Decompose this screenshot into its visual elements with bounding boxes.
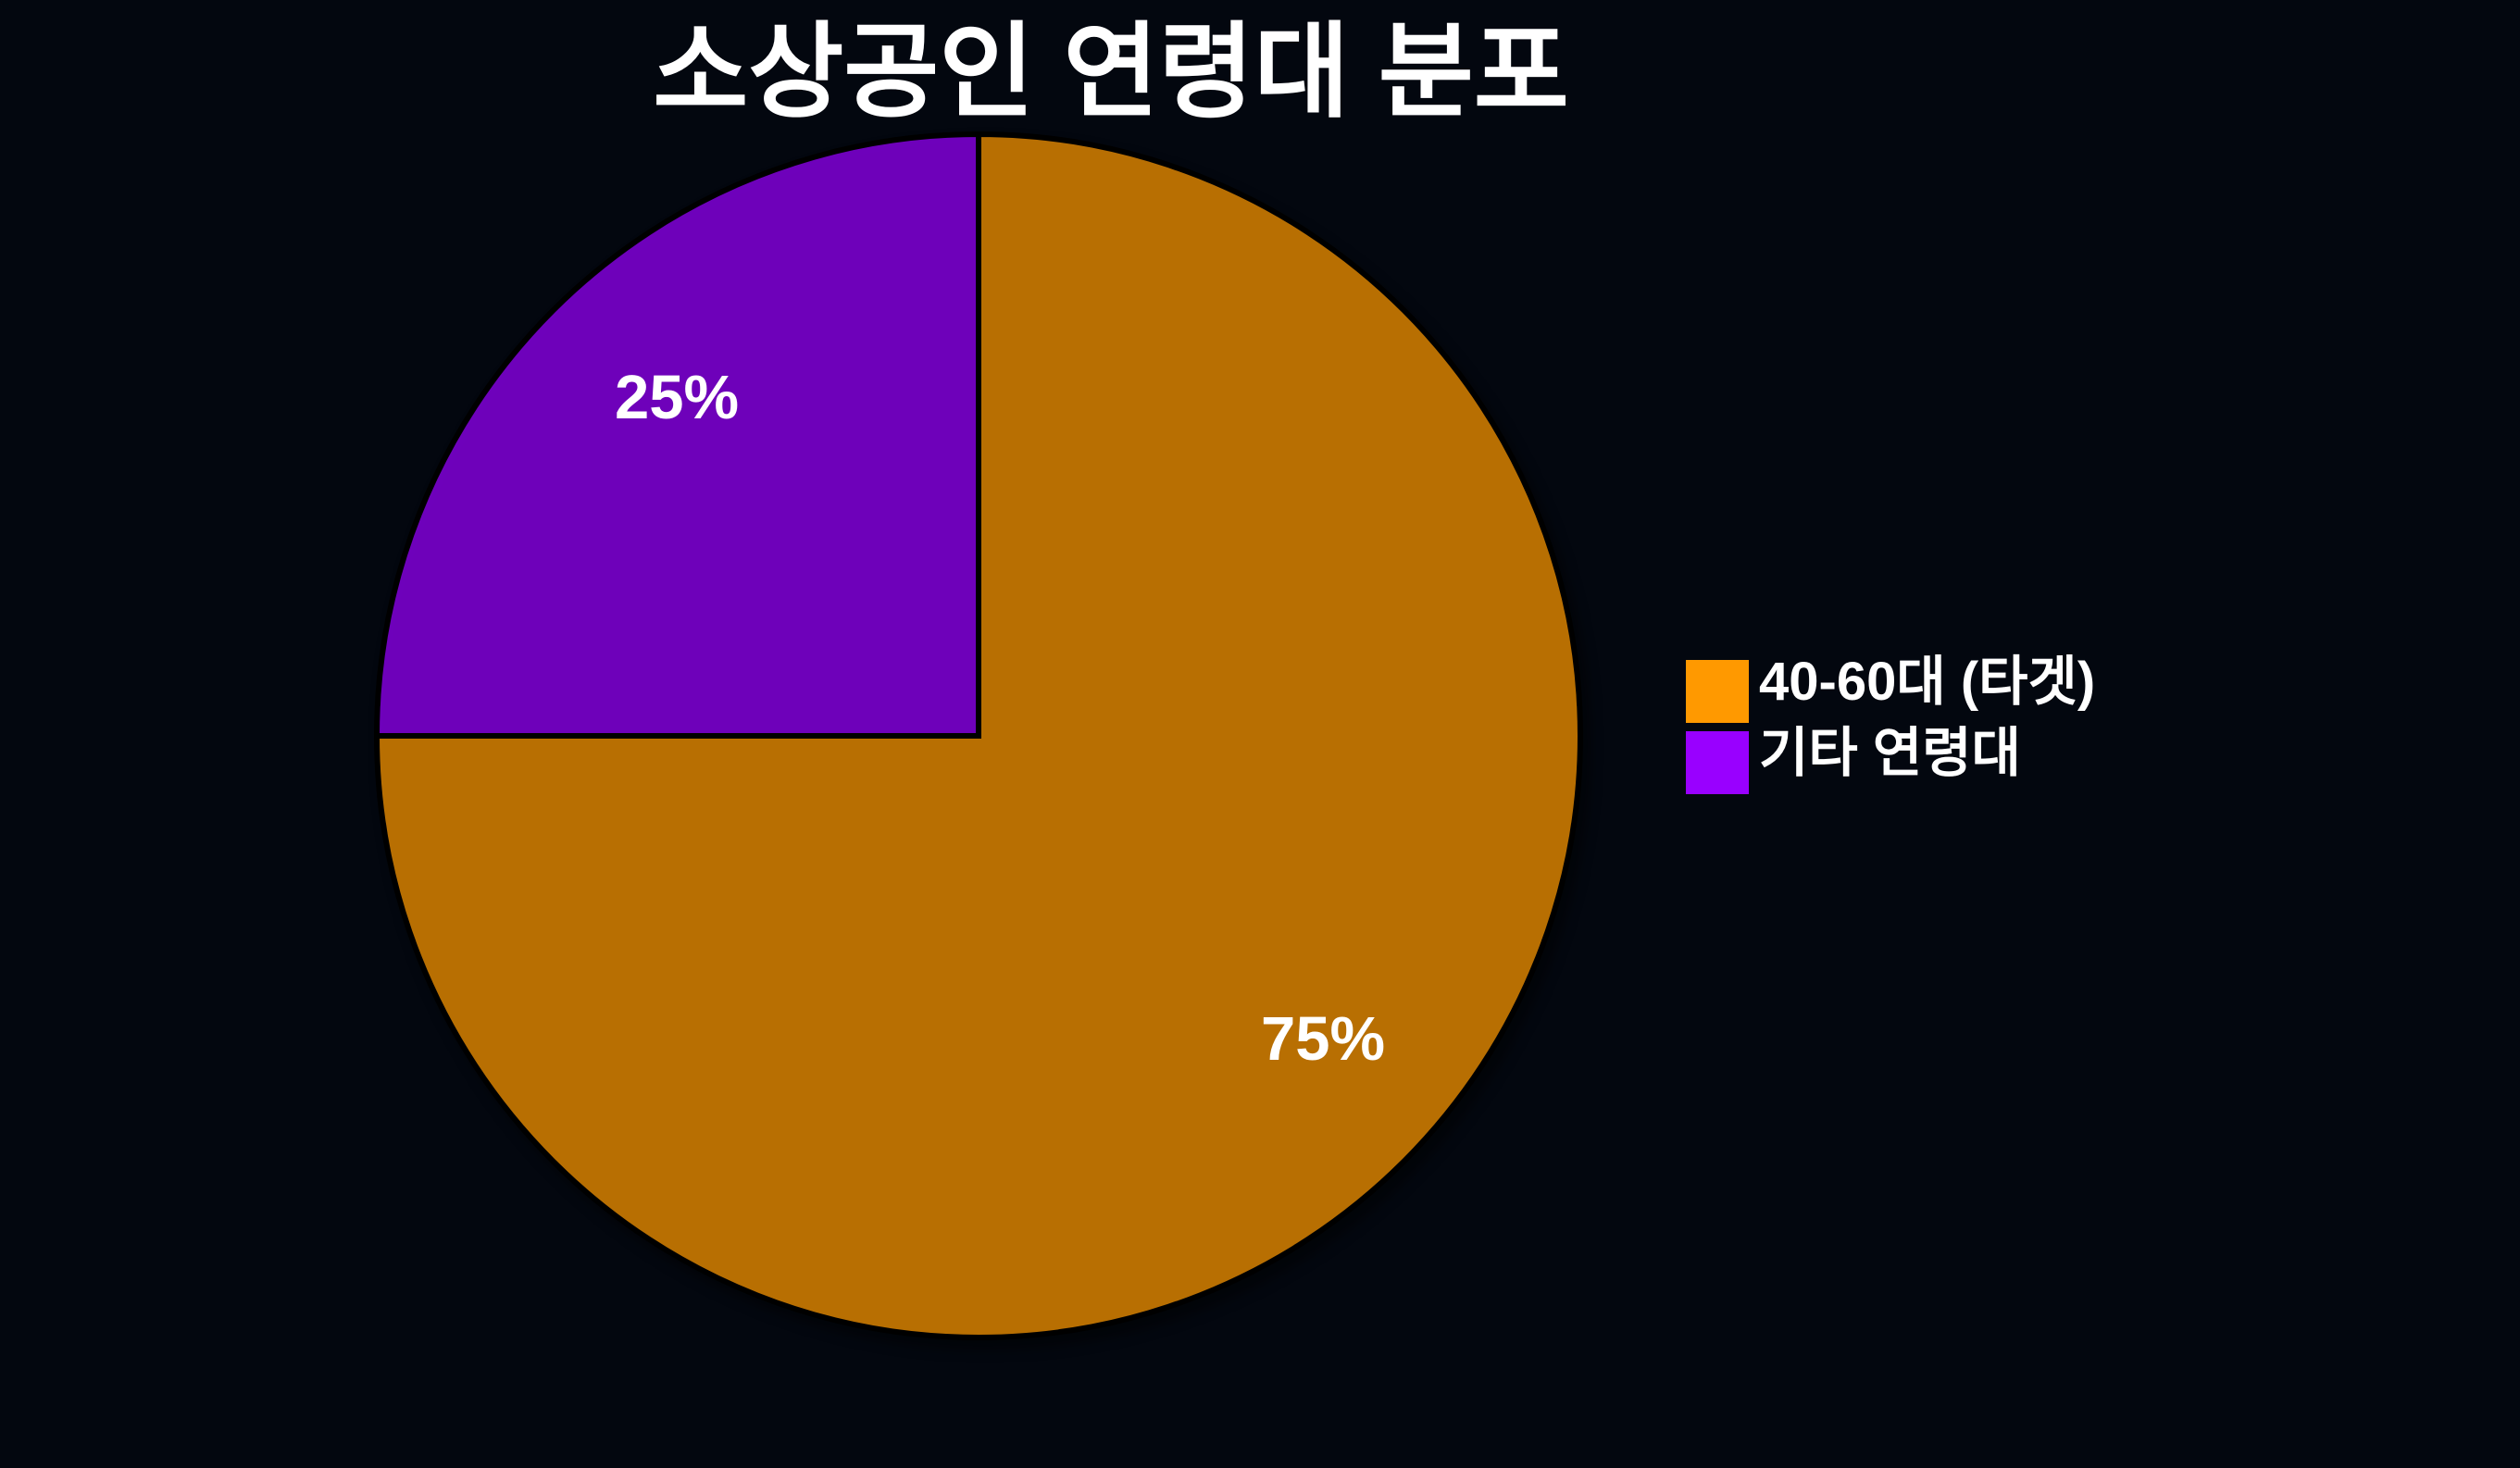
- svg-text:기타 연령대: 기타 연령대: [1759, 723, 2021, 783]
- svg-text:40-60대 (타겟): 40-60대 (타겟): [1759, 652, 2095, 712]
- svg-text:75%: 75%: [1261, 1004, 1385, 1074]
- svg-text:25%: 25%: [615, 363, 739, 432]
